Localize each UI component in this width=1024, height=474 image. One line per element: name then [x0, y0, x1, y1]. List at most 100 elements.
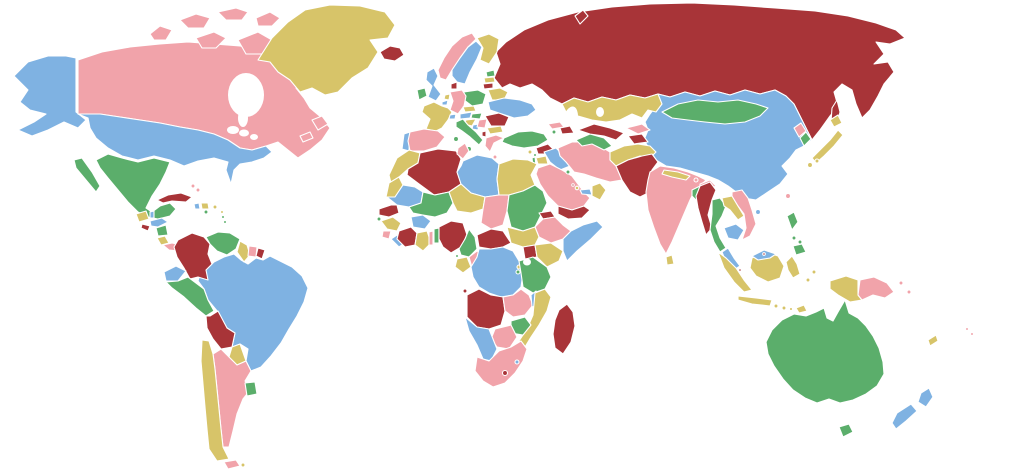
region-finland [476, 33, 500, 65]
region-trinidad [222, 219, 228, 225]
region-gabon [454, 256, 472, 274]
region-kyrgyzstan [625, 123, 651, 135]
region-bahamas [190, 183, 196, 189]
region-cameroon [458, 228, 478, 258]
region-new-zealand-south [891, 403, 918, 430]
region-albania [481, 130, 487, 138]
region-equatorial-guinea [454, 253, 460, 259]
aral-sea [596, 107, 604, 117]
region-japan-shikoku [814, 158, 820, 164]
james-bay [238, 109, 248, 127]
region-germany [449, 89, 467, 115]
region-crete [492, 154, 498, 160]
region-angola [466, 288, 506, 330]
region-png-island [906, 289, 912, 295]
region-tajikistan [627, 133, 649, 145]
region-bhutan [693, 177, 699, 183]
great-lake-3 [250, 134, 258, 140]
region-brunei [762, 252, 766, 256]
region-cabinda [462, 288, 468, 294]
region-ireland [416, 87, 428, 101]
region-hungary [470, 112, 483, 120]
region-south-korea [799, 131, 812, 147]
region-arctic-island [255, 11, 281, 27]
region-bulgaria [486, 125, 504, 135]
region-sulawesi [785, 255, 801, 279]
region-nepal [661, 169, 691, 181]
region-baja-california [73, 157, 101, 193]
region-philippines-mindanao [792, 243, 807, 256]
region-poland [463, 89, 487, 107]
region-lesotho [501, 369, 509, 377]
region-south-sudan [506, 226, 540, 248]
region-mexico [95, 153, 177, 220]
region-central-african-republic [476, 228, 512, 250]
region-maluku [805, 277, 811, 283]
region-sri-lanka [665, 254, 675, 266]
region-cambodia [723, 223, 745, 241]
region-belize [149, 210, 155, 219]
region-denmark [450, 81, 458, 90]
region-tierra-del-fuego [223, 459, 241, 470]
region-turkey [501, 130, 549, 149]
region-lithuania [482, 82, 494, 90]
region-lesser-sunda [781, 305, 787, 311]
region-uruguay [244, 381, 258, 397]
region-burundi [515, 269, 521, 275]
region-fiji [964, 326, 970, 332]
region-fiji [969, 331, 975, 337]
region-latvia [483, 76, 496, 84]
region-tasmania [838, 423, 854, 438]
region-bahamas [195, 187, 201, 193]
region-lesser-sunda [788, 306, 794, 312]
region-vietnam [731, 189, 757, 241]
region-guatemala [135, 210, 150, 223]
region-sardinia [452, 135, 460, 143]
region-uzbekistan [577, 123, 625, 141]
region-norway [437, 32, 477, 81]
great-lake-1 [227, 126, 239, 134]
region-kazakhstan [561, 93, 663, 123]
region-venezuela [205, 231, 241, 256]
region-iceland [379, 45, 405, 62]
baltic-sea [468, 59, 482, 85]
region-guinea-bissau [376, 216, 382, 222]
region-alaska [13, 55, 87, 137]
region-greenland [257, 4, 396, 96]
region-greece [484, 134, 505, 153]
region-maluku [811, 269, 817, 275]
region-suriname [247, 245, 258, 258]
region-italy [455, 118, 484, 146]
region-madagascar [552, 303, 576, 355]
region-lesser-sunda [773, 303, 779, 309]
region-japan-hokkaido [829, 114, 843, 128]
region-saudi-arabia [535, 163, 591, 211]
region-arctic-island [149, 25, 173, 41]
region-philippines-luzon [786, 211, 799, 231]
region-cyprus [527, 149, 533, 155]
region-arctic-island [217, 7, 249, 21]
region-senegal [378, 204, 400, 218]
region-guyana [236, 240, 251, 263]
black-sea [510, 119, 544, 135]
region-singapore [738, 268, 742, 272]
region-mongolia [661, 99, 769, 125]
region-costa-rica [156, 235, 170, 246]
region-el-salvador [140, 223, 151, 232]
region-austria [459, 111, 473, 120]
region-tierra-del-fuego-east [240, 462, 246, 468]
lake-victoria [523, 258, 531, 266]
region-estonia [485, 69, 496, 78]
region-belgium [441, 99, 449, 106]
region-philippines [797, 239, 803, 245]
region-switzerland [448, 113, 457, 120]
region-new-caledonia [927, 334, 939, 347]
region-kuwait [565, 169, 571, 175]
region-antilles [220, 214, 226, 220]
region-philippines [791, 235, 797, 241]
region-new-zealand-north [917, 387, 934, 408]
region-qatar [574, 185, 580, 191]
region-belarus [487, 87, 509, 101]
